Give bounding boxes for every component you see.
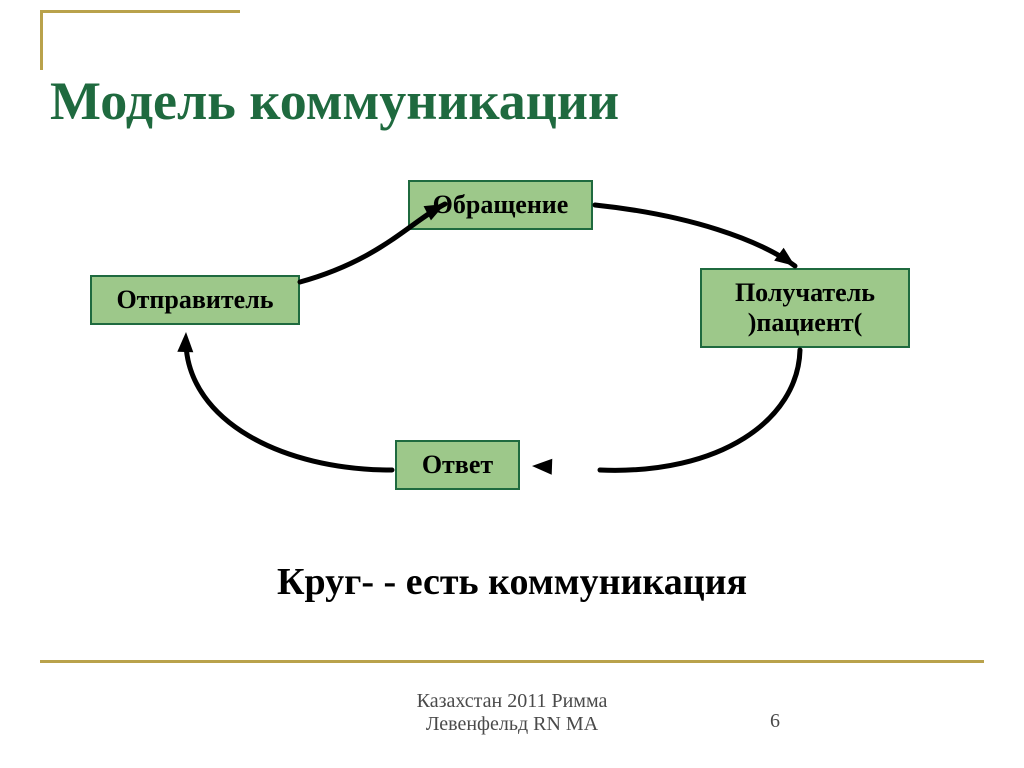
node-label: Отправитель bbox=[116, 285, 273, 315]
footer-line-1: Казахстан 2011 Римма bbox=[0, 690, 1024, 713]
node-sender: Отправитель bbox=[90, 275, 300, 325]
corner-accent-vertical bbox=[40, 10, 43, 70]
node-label: Обращение bbox=[433, 190, 569, 220]
page-number: 6 bbox=[770, 710, 780, 733]
node-receiver: Получатель)пациент( bbox=[700, 268, 910, 348]
bottom-rule bbox=[40, 660, 984, 663]
subtitle-text: Круг- - есть коммуникация bbox=[0, 560, 1024, 604]
node-label: Получатель)пациент( bbox=[735, 278, 875, 338]
page-title: Модель коммуникации bbox=[50, 70, 619, 132]
node-message: Обращение bbox=[408, 180, 593, 230]
corner-accent-horizontal bbox=[40, 10, 240, 13]
node-label: Ответ bbox=[422, 450, 493, 480]
footer: Казахстан 2011 Римма Левенфельд RN MA bbox=[0, 690, 1024, 736]
node-response: Ответ bbox=[395, 440, 520, 490]
footer-line-2: Левенфельд RN MA bbox=[0, 713, 1024, 736]
